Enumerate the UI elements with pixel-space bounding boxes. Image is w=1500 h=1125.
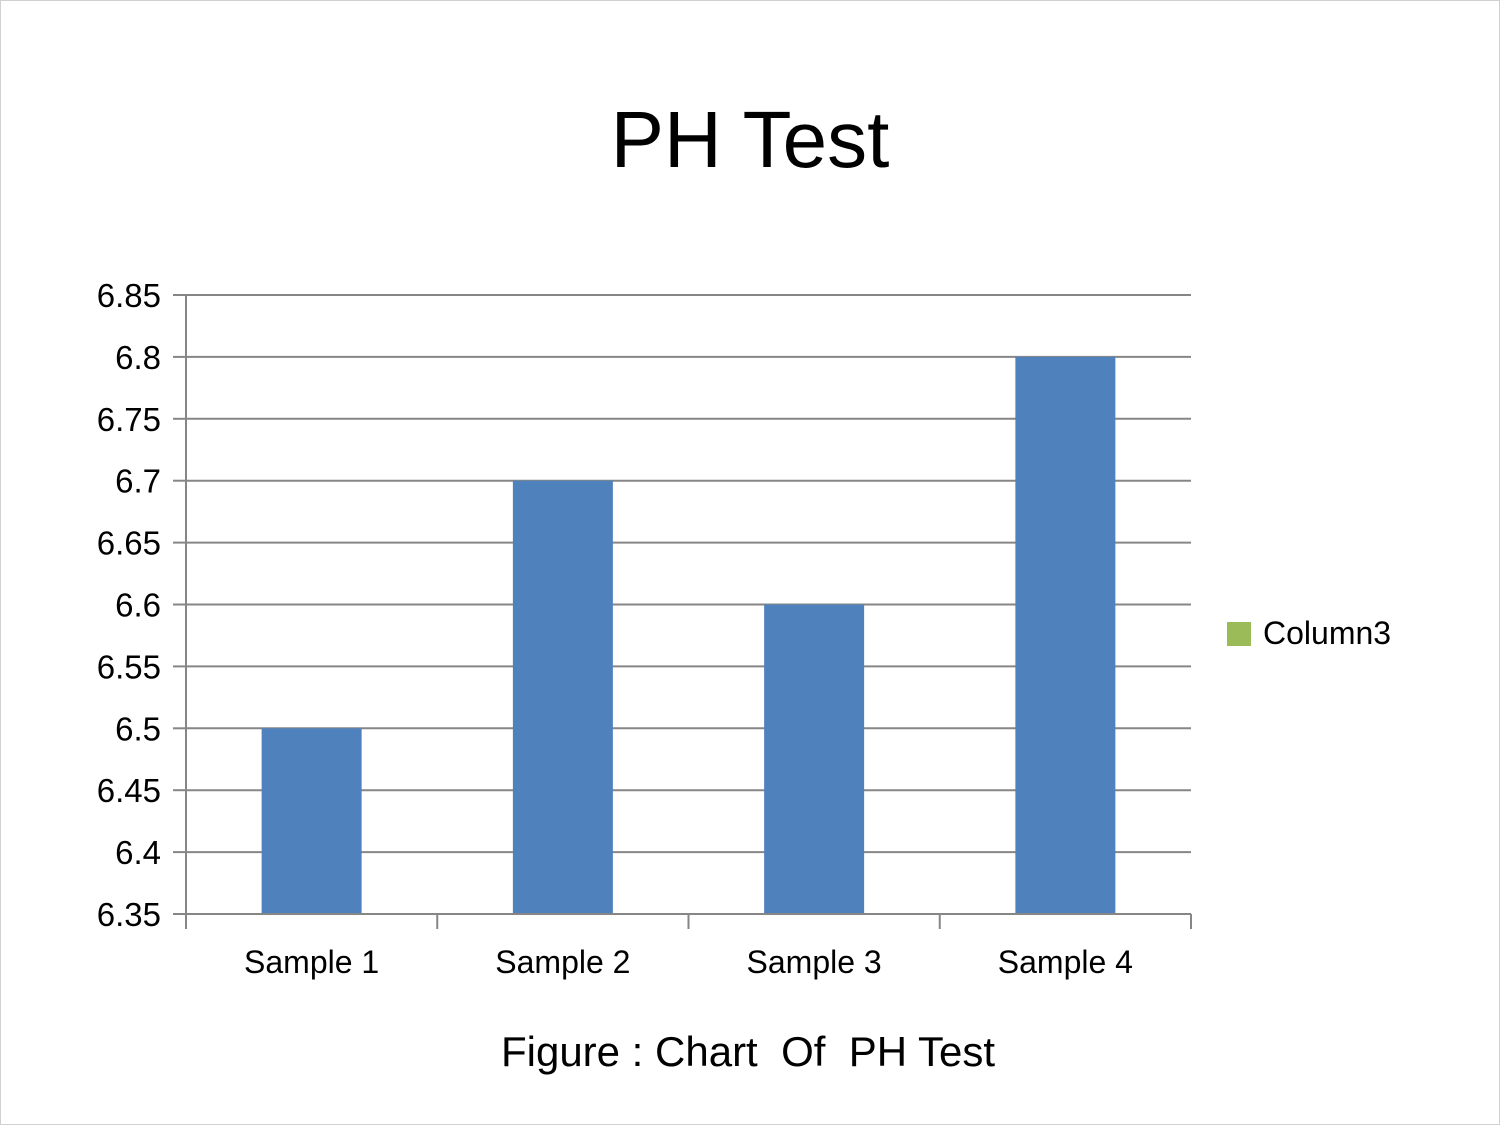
x-tick-labels: Sample 1 Sample 2 Sample 3 Sample 4 [244,944,1133,980]
y-tick-label: 6.45 [97,772,161,809]
chart-caption: Figure : Chart Of PH Test [501,1028,995,1075]
legend: Column3 [1227,615,1391,651]
chart-title: PH Test [611,95,890,184]
legend-swatch [1227,622,1251,646]
y-tick-label: 6.8 [115,339,161,376]
y-tick-label: 6.75 [97,401,161,438]
y-tick-label: 6.5 [115,710,161,747]
y-tick-label: 6.6 [115,587,161,624]
y-tick-label: 6.85 [97,277,161,314]
bar [512,480,613,914]
x-tick-label: Sample 2 [495,944,630,980]
axes [173,294,1192,929]
bar [1015,356,1116,914]
y-tick-label: 6.35 [97,896,161,933]
bar [261,728,362,914]
bar [764,604,865,914]
legend-label: Column3 [1263,615,1391,651]
x-tick-label: Sample 3 [747,944,882,980]
y-tick-labels: 6.35 6.4 6.45 6.5 6.55 6.6 6.65 6.7 6.75 6.8 6.85 [97,277,161,933]
y-tick-label: 6.7 [115,463,161,500]
y-tick-label: 6.65 [97,525,161,562]
y-tick-label: 6.4 [115,834,161,871]
x-tick-label: Sample 4 [998,944,1133,980]
bars [261,356,1116,914]
x-tick-label: Sample 1 [244,944,379,980]
y-tick-label: 6.55 [97,648,161,685]
